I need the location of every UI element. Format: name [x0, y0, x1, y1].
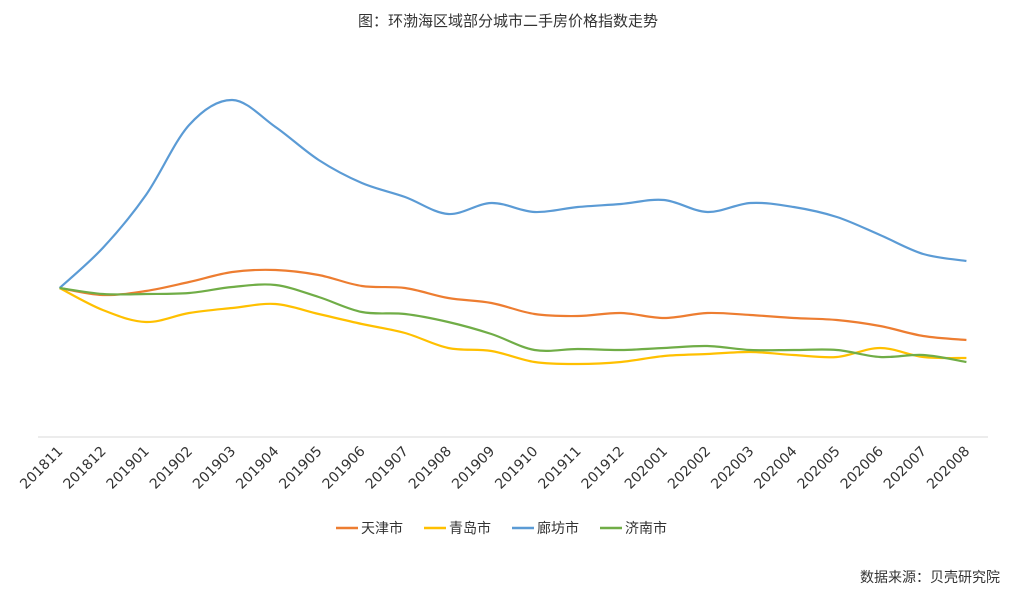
chart-title: 图：环渤海区域部分城市二手房价格指数走势 — [358, 12, 658, 30]
legend-label: 济南市 — [625, 520, 667, 537]
x-tick-label: 201906 — [320, 443, 369, 492]
x-tick-label: 201909 — [449, 444, 498, 493]
x-tick-label: 202003 — [708, 444, 757, 493]
x-tick-label: 202002 — [665, 444, 714, 493]
x-tick-label: 201912 — [579, 444, 628, 493]
source: 数据来源：贝壳研究院 — [860, 569, 1000, 586]
x-tick-label: 202008 — [924, 444, 973, 493]
legend-label: 青岛市 — [449, 520, 491, 537]
x-tick-label: 202005 — [795, 444, 844, 493]
x-tick-label: 201902 — [147, 444, 196, 493]
series-line — [58, 98, 967, 289]
x-tick-label: 201908 — [406, 444, 455, 493]
x-tick-label: 201911 — [535, 444, 584, 493]
x-tick-label: 201907 — [363, 444, 412, 493]
x-tick-label: 202006 — [838, 443, 887, 492]
series-line — [59, 268, 967, 342]
x-tick-label: 201910 — [492, 444, 541, 493]
x-tick-label: 202001 — [622, 444, 671, 493]
x-tick-label: 201905 — [276, 444, 325, 493]
legend-label: 天津市 — [361, 520, 403, 537]
x-tick-label: 201903 — [190, 444, 239, 493]
x-tick-label: 202004 — [751, 443, 800, 492]
series-line — [59, 287, 967, 366]
x-tick-label: 201904 — [233, 443, 282, 492]
legend-label: 廊坊市 — [537, 520, 579, 537]
series-line — [59, 283, 967, 364]
x-tick-label: 202007 — [881, 444, 930, 493]
x-tick-label: 201811 — [17, 444, 66, 493]
x-tick-label: 201901 — [104, 444, 153, 493]
x-tick-label: 201812 — [60, 444, 109, 493]
